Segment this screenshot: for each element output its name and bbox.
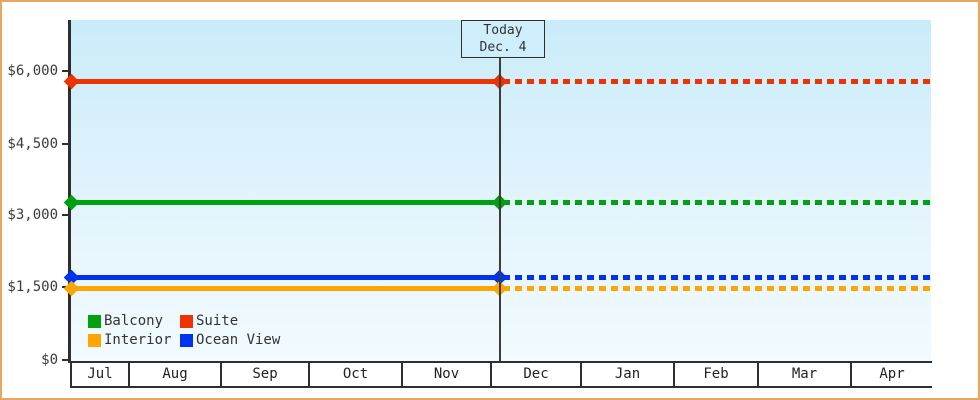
today-line — [499, 58, 501, 361]
month-axis: Jul Aug Sep Oct Nov Dec Jan Feb Mar Apr — [70, 361, 932, 388]
balcony-swatch-icon — [88, 314, 101, 328]
series-line-solid-suite — [71, 79, 503, 84]
y-tick-label: $4,500 — [7, 136, 58, 152]
series-line-solid-ocean-view — [71, 275, 503, 280]
y-tick-mark — [62, 359, 69, 361]
month-cell-feb: Feb — [673, 363, 757, 386]
month-cell-jul: Jul — [70, 363, 128, 386]
series-line-dotted-balcony — [503, 200, 931, 205]
y-axis-line — [68, 20, 71, 363]
today-annotation-box: Today Dec. 4 — [461, 20, 545, 58]
plot-area — [71, 20, 931, 361]
legend-item-interior: Interior — [88, 332, 180, 348]
suite-swatch-icon — [180, 314, 193, 328]
interior-swatch-icon — [88, 333, 101, 347]
legend-label: Suite — [196, 313, 239, 329]
month-cell-sep: Sep — [220, 363, 308, 386]
month-cell-aug: Aug — [128, 363, 220, 386]
y-tick-label: $0 — [41, 352, 58, 368]
legend: Balcony Suite Interior Ocean View — [88, 313, 280, 348]
month-cell-dec: Dec — [490, 363, 580, 386]
y-tick-mark — [62, 214, 69, 216]
month-cell-mar: Mar — [757, 363, 850, 386]
series-line-dotted-suite — [503, 79, 931, 84]
legend-item-ocean-view: Ocean View — [180, 332, 280, 348]
month-cell-apr: Apr — [850, 363, 932, 386]
y-tick-label: $6,000 — [7, 63, 58, 79]
legend-label: Interior — [104, 332, 172, 348]
month-cell-oct: Oct — [308, 363, 401, 386]
y-tick-label: $3,000 — [7, 207, 58, 223]
y-tick-label: $1,500 — [7, 279, 58, 295]
month-cell-jan: Jan — [580, 363, 673, 386]
today-label: Today — [483, 23, 523, 38]
series-line-dotted-interior — [503, 286, 931, 291]
y-tick-mark — [62, 143, 69, 145]
today-date: Dec. 4 — [479, 40, 527, 55]
ocean-view-swatch-icon — [180, 333, 193, 347]
series-line-solid-balcony — [71, 200, 503, 205]
series-line-dotted-ocean-view — [503, 275, 931, 280]
legend-label: Balcony — [104, 313, 164, 329]
series-line-solid-interior — [71, 286, 503, 291]
month-cell-nov: Nov — [401, 363, 490, 386]
y-tick-mark — [62, 70, 69, 72]
legend-item-suite: Suite — [180, 313, 280, 329]
legend-item-balcony: Balcony — [88, 313, 180, 329]
legend-label: Ocean View — [196, 332, 281, 348]
